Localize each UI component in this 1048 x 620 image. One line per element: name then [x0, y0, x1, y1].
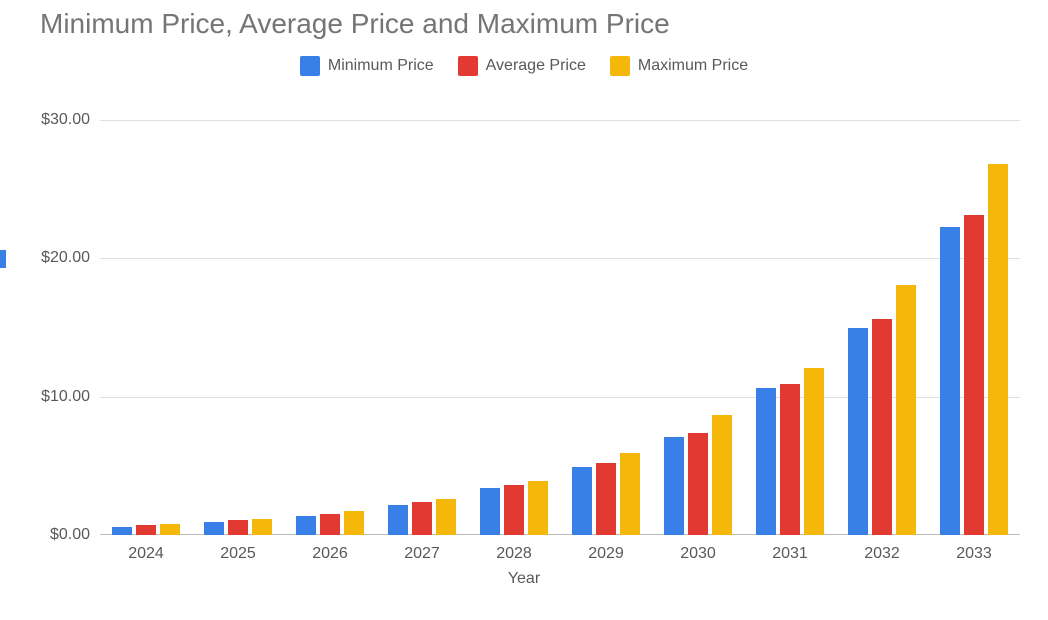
bar — [848, 328, 868, 536]
bar — [780, 384, 800, 535]
bar — [756, 388, 776, 535]
category-group: 2025 — [192, 120, 284, 535]
y-tick-label: $20.00 — [41, 249, 90, 267]
bar — [412, 502, 432, 535]
category-group: 2028 — [468, 120, 560, 535]
bar — [664, 437, 684, 535]
x-tick-label: 2029 — [588, 545, 624, 563]
legend-swatch — [610, 56, 630, 76]
legend-item: Minimum Price — [300, 56, 434, 76]
legend-label: Average Price — [486, 57, 586, 75]
legend-label: Maximum Price — [638, 57, 748, 75]
category-group: 2031 — [744, 120, 836, 535]
legend-swatch — [458, 56, 478, 76]
bar — [964, 215, 984, 535]
bar — [296, 516, 316, 535]
bar — [896, 285, 916, 535]
category-group: 2027 — [376, 120, 468, 535]
decorative-stub — [0, 250, 6, 268]
x-tick-label: 2031 — [772, 545, 808, 563]
x-tick-label: 2030 — [680, 545, 716, 563]
bar — [160, 524, 180, 535]
bar — [388, 505, 408, 535]
x-tick-label: 2032 — [864, 545, 900, 563]
legend-label: Minimum Price — [328, 57, 434, 75]
bar — [252, 519, 272, 535]
y-tick-label: $0.00 — [50, 526, 90, 544]
chart-legend: Minimum Price Average Price Maximum Price — [0, 56, 1048, 81]
x-tick-label: 2024 — [128, 545, 164, 563]
x-tick-label: 2025 — [220, 545, 256, 563]
x-tick-label: 2028 — [496, 545, 532, 563]
bar — [204, 522, 224, 535]
bar — [940, 227, 960, 535]
x-tick-label: 2033 — [956, 545, 992, 563]
legend-item: Maximum Price — [610, 56, 748, 76]
bar — [504, 485, 524, 535]
chart-title: Minimum Price, Average Price and Maximum… — [40, 8, 670, 40]
bar — [712, 415, 732, 535]
category-group: 2033 — [928, 120, 1020, 535]
bar — [596, 463, 616, 535]
category-group: 2026 — [284, 120, 376, 535]
bar — [988, 164, 1008, 535]
bar — [112, 527, 132, 535]
y-tick-label: $30.00 — [41, 111, 90, 129]
x-tick-label: 2026 — [312, 545, 348, 563]
price-chart: Minimum Price, Average Price and Maximum… — [0, 0, 1048, 620]
category-group: 2024 — [100, 120, 192, 535]
bar — [344, 511, 364, 535]
bar — [320, 514, 340, 535]
bar — [528, 481, 548, 535]
bar — [872, 319, 892, 535]
x-axis-title: Year — [0, 570, 1048, 588]
bar — [572, 467, 592, 535]
x-tick-label: 2027 — [404, 545, 440, 563]
legend-item: Average Price — [458, 56, 586, 76]
category-group: 2030 — [652, 120, 744, 535]
bar — [620, 453, 640, 535]
bar — [228, 520, 248, 535]
category-group: 2029 — [560, 120, 652, 535]
bar — [804, 368, 824, 535]
category-group: 2032 — [836, 120, 928, 535]
bar — [688, 433, 708, 535]
bar — [436, 499, 456, 535]
plot-area: $0.00$10.00$20.00$30.0020242025202620272… — [100, 120, 1020, 535]
legend-swatch — [300, 56, 320, 76]
y-tick-label: $10.00 — [41, 388, 90, 406]
bar — [480, 488, 500, 535]
bar — [136, 525, 156, 535]
